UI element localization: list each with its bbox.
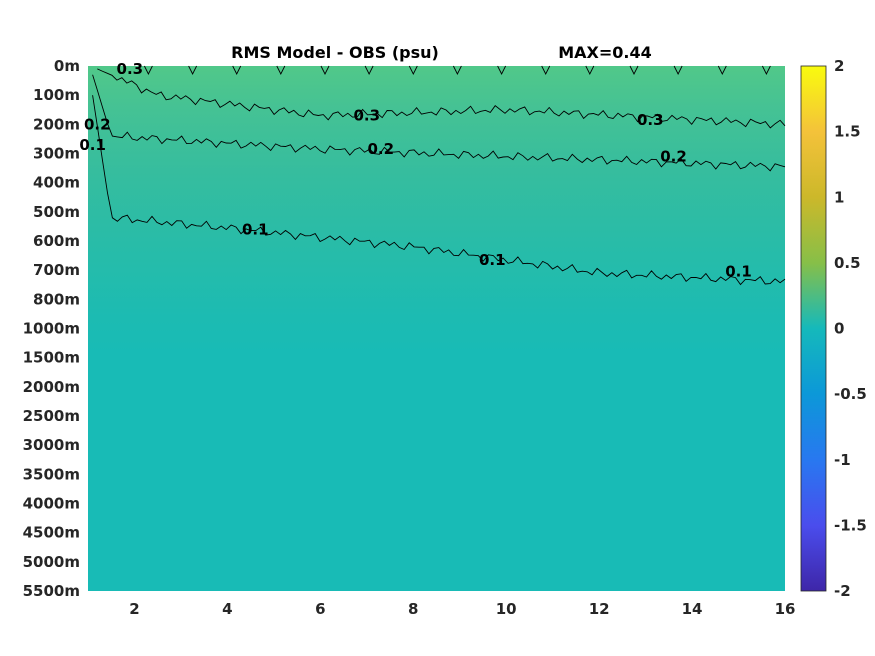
contour-label: 0.1 (79, 136, 106, 154)
y-tick-label: 3000m (23, 436, 80, 454)
contour-label: 0.1 (479, 251, 506, 269)
colorbar-tick-label: -1 (834, 451, 851, 469)
heatmap-field (88, 66, 785, 591)
contour-label: 0.3 (117, 60, 144, 78)
x-tick-label: 8 (408, 600, 418, 618)
contour-label: 0.2 (660, 147, 687, 165)
contour-label: 0.3 (354, 107, 381, 125)
colorbar-tick-label: -1.5 (834, 516, 867, 534)
surface-contour (143, 65, 771, 76)
colorbar-tick-label: 0 (834, 320, 844, 338)
y-tick-label: 4500m (23, 524, 80, 542)
contour-label: 0.2 (84, 115, 111, 133)
x-tick-label: 14 (682, 600, 703, 618)
y-tick-label: 5000m (23, 553, 80, 571)
y-tick-label: 800m (33, 290, 80, 308)
y-tick-label: 3500m (23, 465, 80, 483)
max-value-label: MAX=0.44 (558, 43, 652, 62)
contour-line (92, 95, 786, 286)
x-tick-label: 4 (222, 600, 232, 618)
contour-label: 0.1 (242, 220, 269, 238)
y-tick-label: 100m (33, 86, 80, 104)
y-tick-label: 5500m (23, 582, 80, 600)
colorbar (800, 65, 827, 592)
colorbar-ticks: 2 1.5 1 0.5 0 -0.5 -1 -1.5 -2 (834, 57, 867, 600)
colorbar-tick-label: 1.5 (834, 123, 861, 141)
y-tick-label: 500m (33, 203, 80, 221)
colorbar-tick-label: -0.5 (834, 385, 867, 403)
contour-lines (92, 65, 786, 286)
y-tick-label: 0m (54, 57, 80, 75)
x-tick-label: 6 (315, 600, 325, 618)
y-tick-label: 1000m (23, 320, 80, 338)
colorbar-tick-label: 0.5 (834, 254, 861, 272)
x-tick-label: 2 (129, 600, 139, 618)
y-tick-label: 400m (33, 174, 80, 192)
colorbar-tick-label: -2 (834, 582, 851, 600)
y-tick-label: 600m (33, 232, 80, 250)
x-tick-label: 16 (775, 600, 796, 618)
y-tick-label: 200m (33, 115, 80, 133)
contour-line (97, 68, 786, 129)
contour-labels: 0.3 0.3 0.3 0.2 0.2 0.2 0.1 0.1 0.1 0.1 (79, 60, 751, 281)
y-axis-ticks: 0m 100m 200m 300m 400m 500m 600m 700m 800m 1000m 1… (23, 57, 80, 600)
x-tick-label: 12 (589, 600, 610, 618)
y-tick-label: 2500m (23, 407, 80, 425)
contour-label: 0.1 (725, 263, 752, 281)
y-tick-label: 4000m (23, 495, 80, 513)
x-tick-label: 10 (496, 600, 517, 618)
y-tick-label: 1500m (23, 349, 80, 367)
y-tick-label: 2000m (23, 378, 80, 396)
y-tick-label: 300m (33, 145, 80, 163)
colorbar-tick-label: 1 (834, 188, 844, 206)
y-tick-label: 700m (33, 261, 80, 279)
contour-line (92, 74, 786, 172)
contour-label: 0.2 (367, 140, 394, 158)
x-axis-ticks: 2 4 6 8 10 12 14 16 (129, 600, 795, 618)
colorbar-tick-label: 2 (834, 57, 844, 75)
chart-title: RMS Model - OBS (psu) (231, 43, 439, 62)
contour-label: 0.3 (637, 111, 664, 129)
